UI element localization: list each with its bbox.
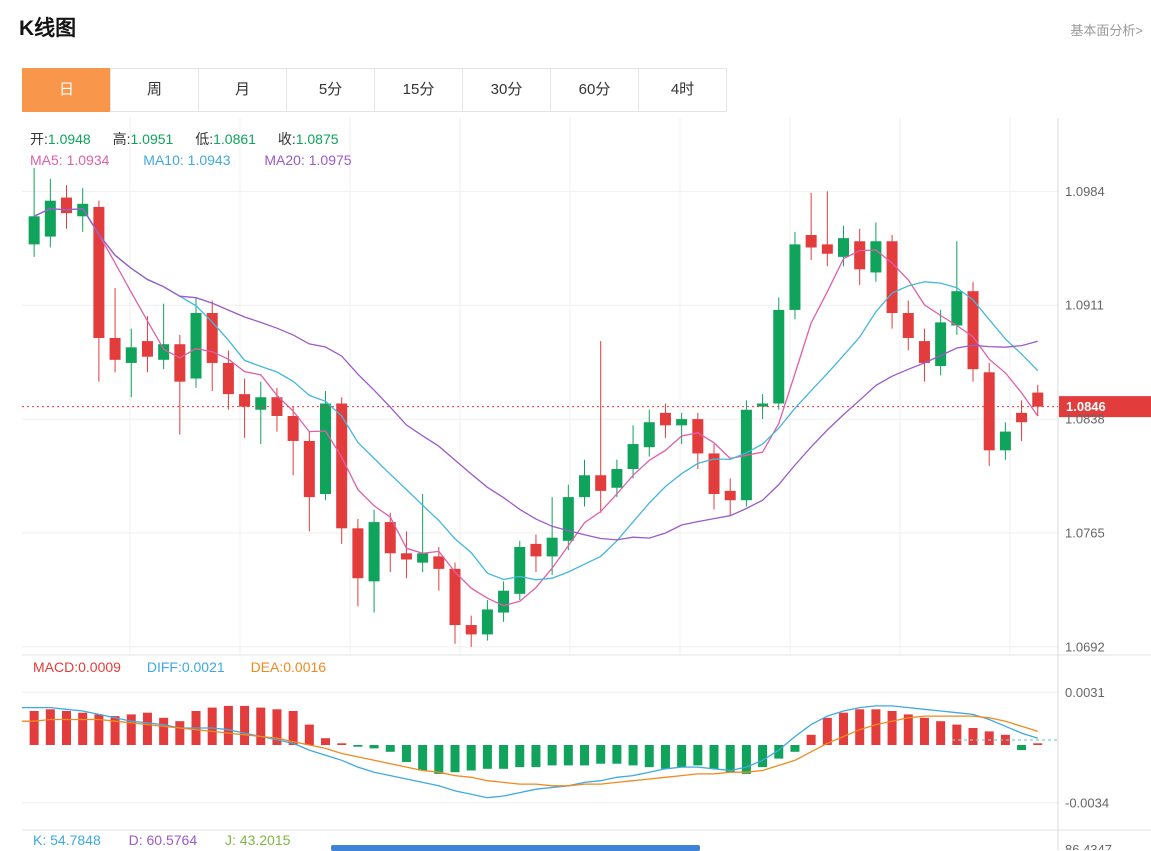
macd-value: 0.0009 (78, 659, 121, 675)
ohlc-row: 开:1.0948 高:1.0951 低:1.0861 收:1.0875 (30, 129, 357, 149)
svg-text:1.0692: 1.0692 (1065, 639, 1105, 654)
diff-value: 0.0021 (181, 659, 225, 675)
tab-4hour[interactable]: 4时 (638, 68, 727, 112)
macd-label: MACD: (33, 659, 79, 675)
tab-5min[interactable]: 5分 (286, 68, 375, 112)
tab-day[interactable]: 日 (22, 68, 111, 112)
kdj-j-value: 43.2015 (239, 832, 291, 848)
kdj-d-value: 60.5764 (146, 832, 198, 848)
open-value: 1.0948 (47, 131, 91, 147)
macd-axis-label: 0.0031 (1065, 685, 1105, 700)
low-value: 1.0861 (213, 131, 256, 147)
svg-text:1.0838: 1.0838 (1065, 412, 1105, 427)
current-price-marker (22, 396, 1151, 418)
svg-text:1.0911: 1.0911 (1065, 298, 1104, 313)
chart-scrollbar[interactable] (331, 845, 700, 851)
tab-week[interactable]: 周 (110, 68, 199, 112)
low-label: 低: (195, 131, 214, 147)
macd-layer (22, 705, 1058, 799)
kdj-row: K: 54.7848 D: 60.5764 J: 43.2015 (33, 832, 314, 848)
kdj-axis-label-partial: 86.4347 (1065, 842, 1112, 850)
price-axis-labels: 1.0984 1.0911 1.0838 1.0765 1.0692 (1065, 184, 1105, 655)
fundamental-analysis-link[interactable]: 基本面分析> (1070, 23, 1143, 38)
tab-30min[interactable]: 30分 (462, 68, 551, 112)
ma10-value: 1.0943 (187, 152, 231, 168)
kdj-j-label: J: (225, 832, 236, 848)
ma10-label: MA10: (143, 152, 184, 168)
timeframe-tabs: 日周月 5分 15分 30分 60分 4时 (22, 68, 727, 112)
close-label: 收: (277, 131, 296, 147)
dea-label: DEA: (250, 659, 284, 675)
kline-chart[interactable]: 1.0846 1.0984 1.0911 1.0838 1.0765 1.0692 0.00… (0, 118, 1151, 850)
svg-text:1.0984: 1.0984 (1065, 184, 1105, 199)
macd-axis-label: -0.0034 (1065, 795, 1109, 810)
svg-text:1.0765: 1.0765 (1065, 525, 1105, 540)
kdj-d-label: D: (128, 832, 143, 848)
kdj-k-label: K: (33, 832, 47, 848)
tab-month[interactable]: 月 (198, 68, 287, 112)
ma5-value: 1.0934 (66, 152, 110, 168)
macd-row: MACD:0.0009 DIFF:0.0021 DEA:0.0016 (33, 659, 348, 675)
ma20-value: 1.0975 (308, 152, 352, 168)
tab-60min[interactable]: 60分 (550, 68, 639, 112)
ma5-label: MA5: (30, 152, 63, 168)
open-label: 开: (30, 131, 48, 147)
high-value: 1.0951 (130, 131, 174, 147)
dea-value: 0.0016 (283, 659, 327, 675)
tab-15min[interactable]: 15分 (374, 68, 463, 112)
kdj-k-value: 54.7848 (50, 832, 101, 848)
close-value: 1.0875 (295, 131, 339, 147)
ma-row: MA5: 1.0934 MA10: 1.0943 MA20: 1.0975 (30, 152, 382, 168)
current-price-tag: 1.0846 (1066, 399, 1106, 414)
high-label: 高: (112, 131, 131, 147)
diff-label: DIFF: (146, 659, 182, 675)
candles-layer (28, 167, 1044, 647)
ma-lines-layer (33, 207, 1039, 607)
ma20-label: MA20: (264, 152, 305, 168)
page-title: K线图 (19, 17, 77, 40)
